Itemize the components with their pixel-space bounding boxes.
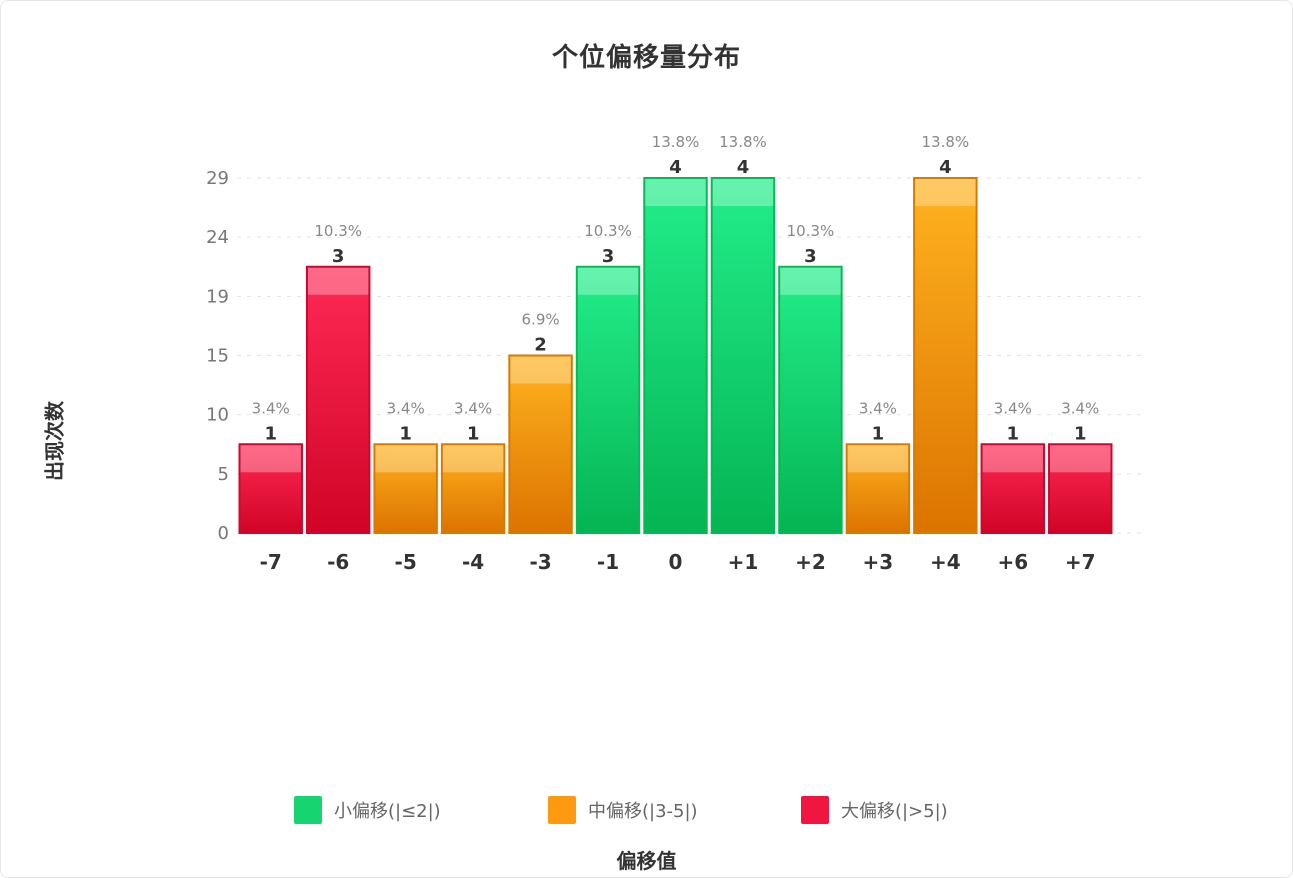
bar-highlight <box>712 179 774 206</box>
bar-percent-label: 10.3% <box>584 222 632 240</box>
bar-count-label: 1 <box>264 423 277 444</box>
bar[interactable] <box>710 177 776 534</box>
bar-percent-label: 3.4% <box>1061 399 1099 417</box>
bar-percent-label: 3.4% <box>994 399 1032 417</box>
bar[interactable] <box>508 354 573 534</box>
y-tick-label: 0 <box>218 523 229 544</box>
bar-highlight <box>307 267 369 295</box>
bar[interactable] <box>440 443 506 534</box>
x-tick-label: +1 <box>728 550 759 574</box>
bar-count-label: 3 <box>602 246 615 267</box>
legend-swatch-small <box>294 796 322 824</box>
bar-percent-label: 13.8% <box>652 133 700 151</box>
bar-highlight <box>915 179 976 206</box>
bar-percent-label: 10.3% <box>787 222 835 240</box>
y-tick-label: 10 <box>206 405 229 426</box>
bar-percent-label: 3.4% <box>859 399 897 417</box>
x-axis-label: 偏移值 <box>616 849 677 873</box>
bars <box>238 177 1113 534</box>
bar-count-label: 1 <box>872 423 885 444</box>
x-tick-label: +6 <box>997 550 1028 574</box>
bar[interactable] <box>980 443 1046 534</box>
bar-highlight <box>645 179 706 206</box>
y-tick-label: 15 <box>206 346 229 367</box>
bar-highlight <box>577 267 639 295</box>
bar-highlight <box>780 267 841 295</box>
legend-label-medium: 中偏移(|3-5|) <box>588 801 698 822</box>
bar[interactable] <box>913 177 978 534</box>
x-tick-label: -1 <box>597 550 619 574</box>
x-tick-label: +3 <box>863 550 894 574</box>
bar[interactable] <box>778 265 843 534</box>
bar-count-label: 1 <box>1074 423 1087 444</box>
bar-highlight <box>442 445 504 473</box>
bar-percent-label: 13.8% <box>719 133 767 151</box>
bar-highlight <box>847 445 909 473</box>
bar-count-label: 3 <box>332 246 345 267</box>
bar-count-label: 1 <box>399 423 412 444</box>
bar-highlight <box>240 445 301 473</box>
legend-label-large: 大偏移(|>5|) <box>841 801 948 822</box>
x-tick-label: -7 <box>260 550 282 574</box>
y-axis-ticks: 0 5 10 15 19 24 29 <box>206 168 229 544</box>
bar[interactable] <box>1048 443 1113 534</box>
y-tick-label: 24 <box>206 227 229 248</box>
legend-item-large[interactable]: 大偏移(|>5|) <box>801 796 948 824</box>
x-tick-label: +7 <box>1065 550 1096 574</box>
bar-count-label: 1 <box>467 423 480 444</box>
bar-percent-label: 10.3% <box>314 222 362 240</box>
bar[interactable] <box>845 443 911 534</box>
bar-count-label: 4 <box>669 157 682 178</box>
bar-highlight <box>510 356 571 384</box>
bar-count-label: 4 <box>939 157 952 178</box>
x-tick-label: -3 <box>529 550 551 574</box>
bar-count-label: 2 <box>534 335 547 356</box>
bar-percent-label: 13.8% <box>922 133 970 151</box>
bar-count-label: 1 <box>1007 423 1020 444</box>
legend-label-small: 小偏移(|≤2|) <box>334 801 441 822</box>
bar-percent-label: 6.9% <box>522 311 560 329</box>
legend-swatch-medium <box>548 796 576 824</box>
y-tick-label: 29 <box>206 168 229 189</box>
x-axis-ticks: -7 -6 -5 -4 -3 -1 0 +1 +2 +3 +4 +6 +7 <box>260 550 1096 574</box>
legend-swatch-large <box>801 796 829 824</box>
bar[interactable] <box>575 265 641 534</box>
legend: 小偏移(|≤2|) 中偏移(|3-5|) 大偏移(|>5|) <box>1 796 1292 826</box>
y-tick-label: 19 <box>206 286 229 307</box>
x-tick-label: +4 <box>930 550 961 574</box>
legend-item-small[interactable]: 小偏移(|≤2|) <box>294 796 441 824</box>
bar-percent-label: 3.4% <box>387 399 425 417</box>
bar-labels: 1 3.4% 3 10.3% 1 3.4% 1 3.4% 2 6.9% 3 10.3% 4 13.8% 4 1… <box>252 133 1100 444</box>
chart-title: 个位偏移量分布 <box>551 43 741 73</box>
bar-percent-label: 3.4% <box>252 399 290 417</box>
bar[interactable] <box>305 265 371 534</box>
bar-highlight <box>375 445 436 473</box>
x-tick-label: 0 <box>669 550 683 574</box>
legend-item-medium[interactable]: 中偏移(|3-5|) <box>548 796 698 824</box>
x-tick-label: -4 <box>462 550 484 574</box>
bar-count-label: 4 <box>737 157 750 178</box>
x-tick-label: +2 <box>795 550 826 574</box>
bar-count-label: 3 <box>804 246 817 267</box>
bar[interactable] <box>373 443 438 534</box>
bar-highlight <box>982 445 1044 473</box>
bar-percent-label: 3.4% <box>454 399 492 417</box>
bar[interactable] <box>238 443 303 534</box>
x-tick-label: -5 <box>395 550 417 574</box>
bar-highlight <box>1050 445 1111 473</box>
x-tick-label: -6 <box>327 550 349 574</box>
bar[interactable] <box>643 177 708 534</box>
y-tick-label: 5 <box>218 464 229 485</box>
